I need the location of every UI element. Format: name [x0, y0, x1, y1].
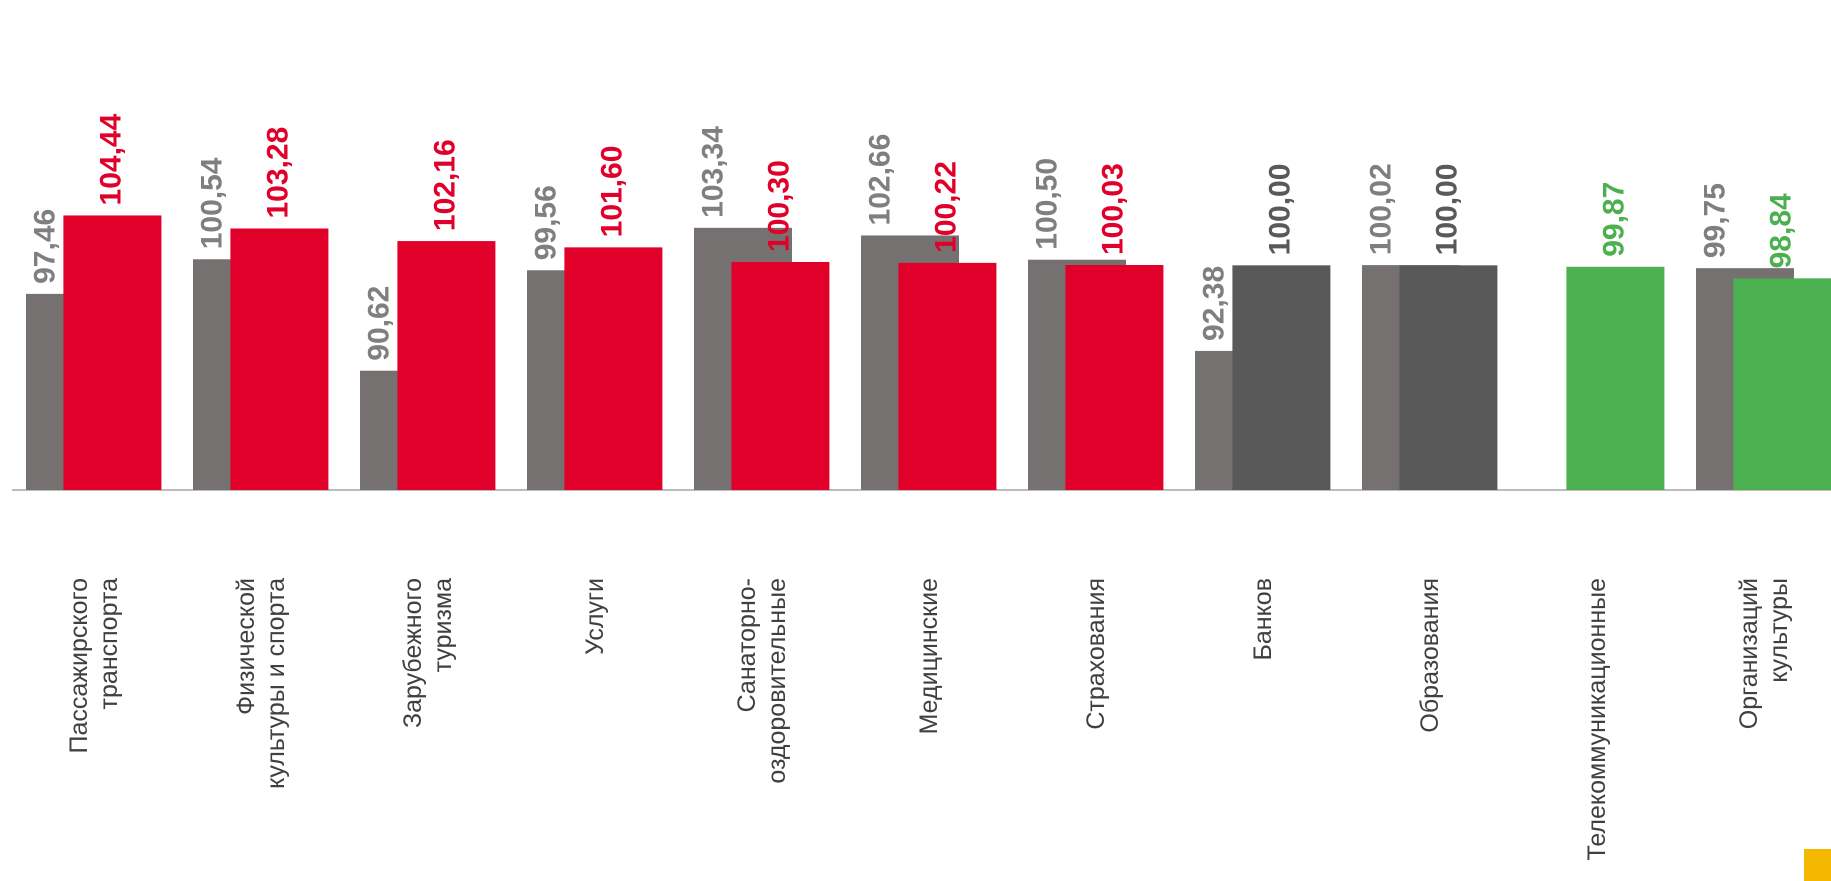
- value-label: 98,84: [1764, 193, 1797, 268]
- bar: [898, 263, 996, 490]
- corner-badge: [1804, 849, 1831, 881]
- chart: 97,46 104,44 100,54 103,28 90,62 102,16 99,56 1…: [0, 0, 1831, 881]
- value-label: 103,28: [261, 127, 294, 219]
- value-label: 102,16: [428, 139, 461, 231]
- value-label: 100,00: [1430, 164, 1463, 256]
- value-label: 99,56: [530, 185, 563, 260]
- x-tick-label: Физической культуры и спорта: [231, 578, 291, 789]
- bar: [1065, 265, 1163, 490]
- value-label: 100,22: [929, 161, 962, 253]
- value-label: 100,54: [196, 157, 229, 249]
- bar: [731, 262, 829, 490]
- value-label: 90,62: [363, 286, 396, 361]
- value-label: 97,46: [29, 209, 62, 284]
- x-tick-label: Банков: [1248, 578, 1278, 661]
- x-tick-label: Пассажирского транспорта: [64, 578, 124, 753]
- value-label: 102,66: [864, 134, 897, 226]
- x-tick-label: Зарубежного туризма: [398, 578, 458, 728]
- value-label: 100,50: [1031, 158, 1064, 250]
- bar: [230, 228, 328, 490]
- bar: [1566, 267, 1664, 490]
- bar: [564, 247, 662, 490]
- bar: [1399, 265, 1497, 490]
- value-label: 100,03: [1096, 163, 1129, 255]
- value-label: 92,38: [1198, 266, 1231, 341]
- value-label: 100,00: [1263, 164, 1296, 256]
- bar: [1232, 265, 1330, 490]
- x-tick-label: Медицинские: [914, 578, 944, 734]
- value-label: 100,30: [762, 160, 795, 252]
- bar: [63, 215, 161, 490]
- x-tick-label: Санаторно- оздоровительные: [732, 578, 792, 784]
- value-label: 104,44: [94, 113, 127, 205]
- value-label: 99,75: [1699, 183, 1732, 258]
- x-tick-label: Образования: [1415, 578, 1445, 733]
- bar: [397, 241, 495, 490]
- value-label: 101,60: [595, 146, 628, 238]
- x-tick-label: Организаций культуры: [1734, 578, 1794, 729]
- value-label: 100,02: [1365, 163, 1398, 255]
- value-label: 103,34: [697, 126, 730, 218]
- x-tick-label: Страхования: [1081, 578, 1111, 730]
- x-tick-label: Услуги: [580, 578, 610, 655]
- value-label: 99,87: [1597, 182, 1630, 257]
- bar: [1733, 278, 1831, 490]
- x-tick-label: Телекоммуникационные: [1582, 578, 1612, 861]
